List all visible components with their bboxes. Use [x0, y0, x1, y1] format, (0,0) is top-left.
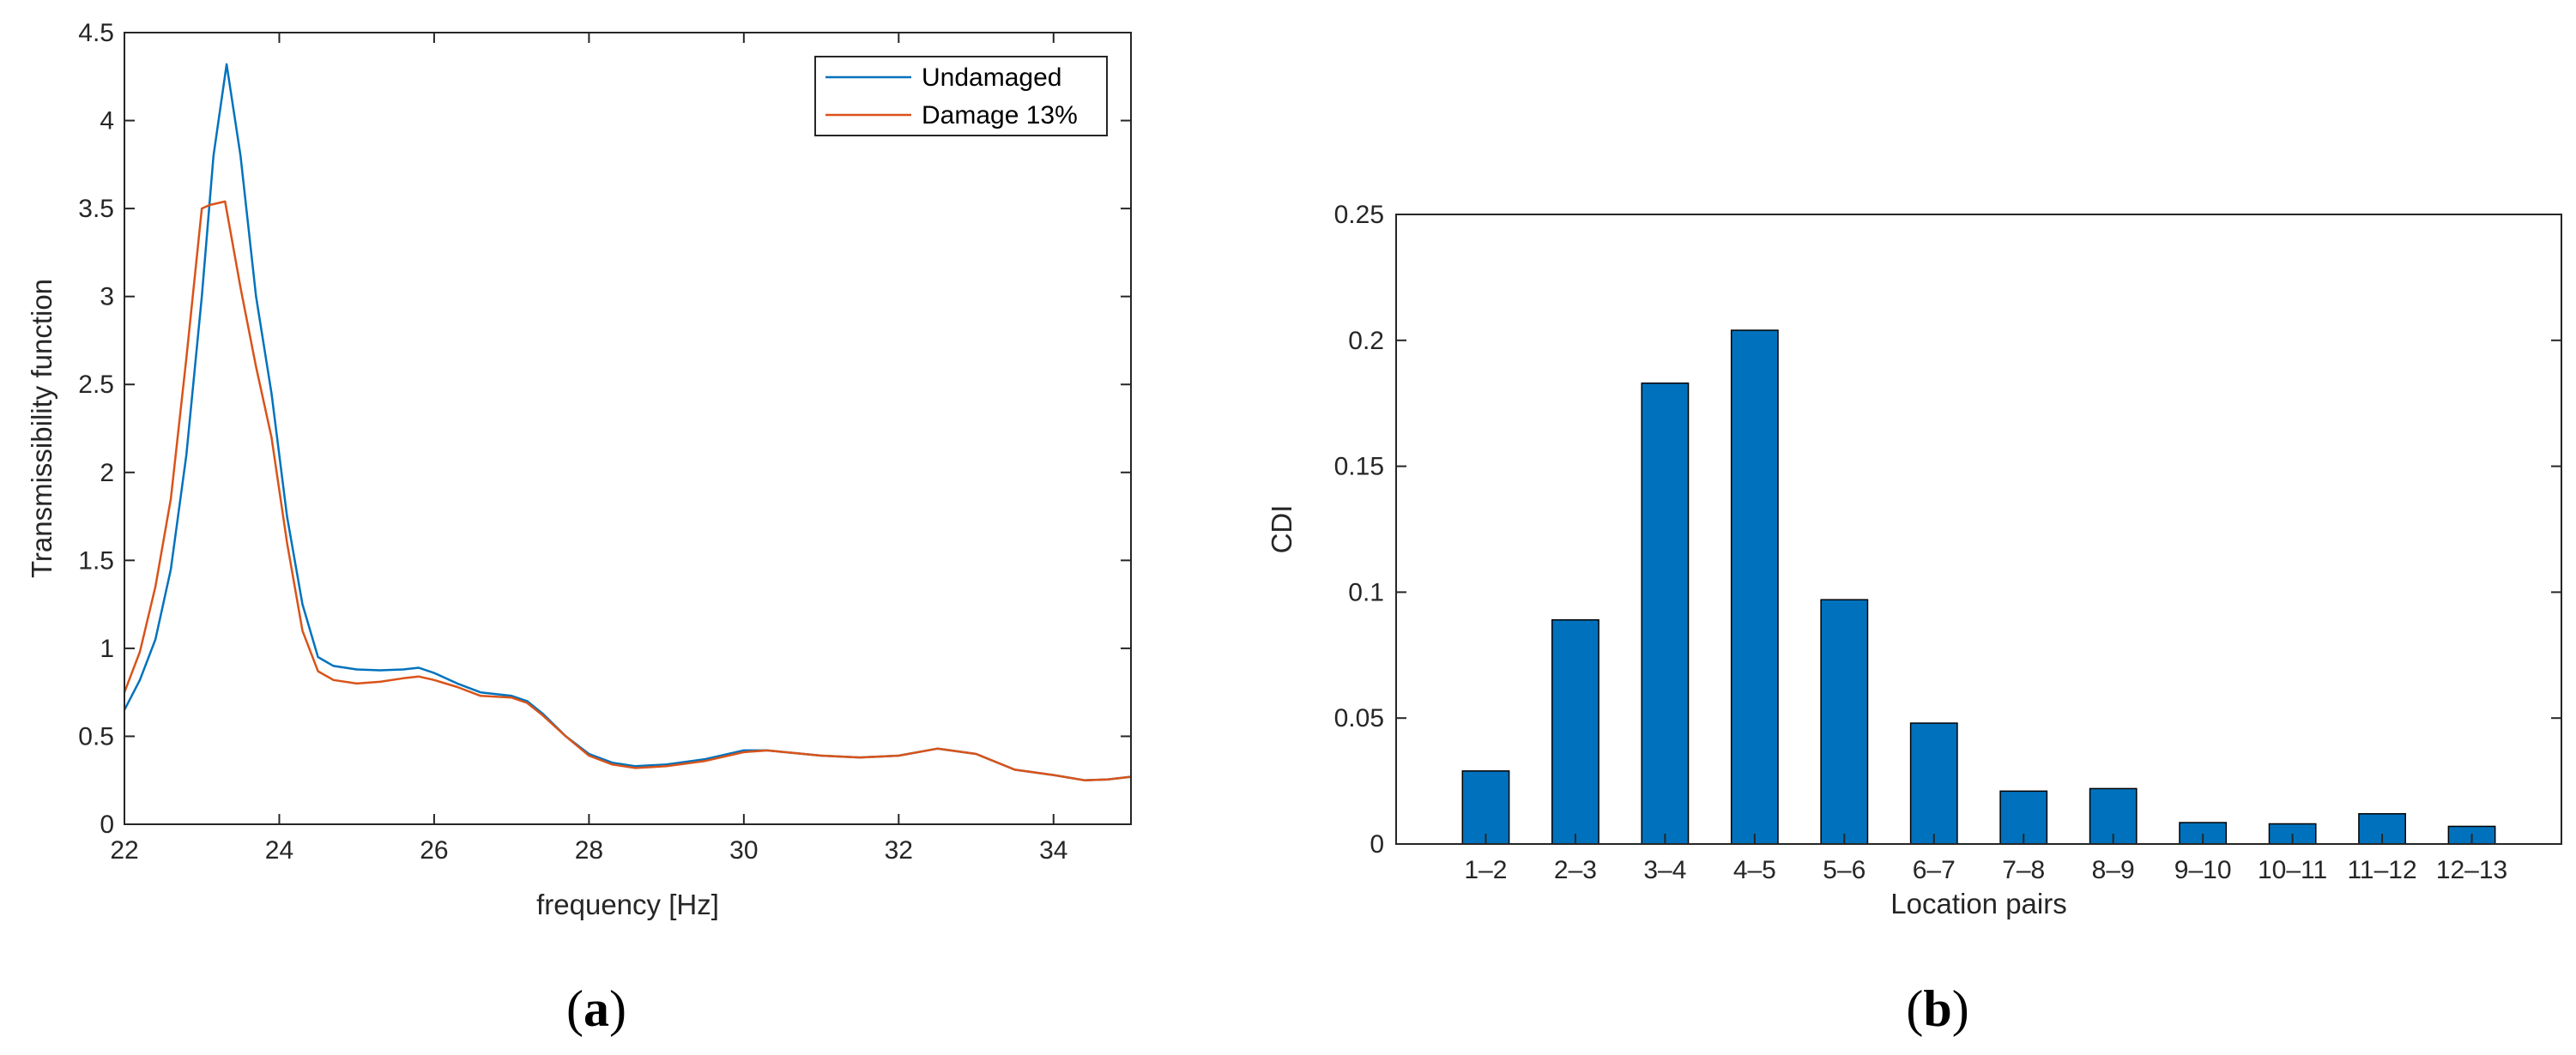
y-tick-label: 4.5 — [78, 19, 114, 47]
x-tick-label: 34 — [1039, 836, 1067, 865]
y-tick-label: 1.5 — [78, 546, 114, 575]
x-tick-label: 30 — [729, 836, 758, 865]
line-series-group — [123, 63, 1132, 781]
x-tick-label: 6–7 — [1913, 856, 1956, 884]
line-series-damage — [123, 200, 1132, 781]
x-axis-label: Location pairs — [1890, 888, 2066, 919]
y-tick-label: 0 — [1370, 830, 1384, 859]
y-tick-label: 2 — [100, 459, 114, 487]
x-tick-label: 32 — [885, 836, 913, 865]
panel-label-a: (a) — [566, 980, 626, 1037]
bar-4–5 — [1730, 329, 1779, 845]
y-tick-label: 0.5 — [78, 722, 114, 751]
panel-label-b-close: ) — [1952, 980, 1969, 1037]
bar-group — [1461, 329, 2496, 845]
legend-entry-undamaged: Undamaged — [922, 63, 1061, 92]
legend: Undamaged Damage 13% — [814, 56, 1108, 136]
y-axis-label: CDI — [1266, 505, 1297, 554]
bar-1–2 — [1461, 770, 1510, 845]
x-tick-label: 3–4 — [1643, 856, 1686, 884]
panel-label-b-open: ( — [1906, 980, 1923, 1037]
x-tick-label: 7–8 — [2002, 856, 2045, 884]
y-tick-label: 4 — [100, 107, 114, 136]
axis-ticks-group: 22 24 26 28 30 32 34 0 0.5 1 1.5 2 2.5 3 3.5 4 4.5 — [78, 19, 1131, 865]
x-tick-label: 9–10 — [2174, 856, 2232, 884]
y-tick-label: 0.05 — [1334, 704, 1384, 732]
x-tick-label: 10–11 — [2258, 856, 2327, 884]
x-tick-label: 4–5 — [1733, 856, 1776, 884]
x-tick-label: 8–9 — [2092, 856, 2135, 884]
x-tick-label: 12–13 — [2436, 856, 2507, 884]
y-tick-label: 3 — [100, 283, 114, 311]
x-tick-label: 28 — [575, 836, 603, 865]
y-tick-label: 0.1 — [1348, 578, 1384, 606]
x-tick-label: 11–12 — [2347, 856, 2416, 884]
panel-label-b-letter: b — [1923, 980, 1951, 1037]
y-tick-label: 1 — [100, 635, 114, 663]
x-tick-label: 2–3 — [1554, 856, 1597, 884]
bar-chart-cdi: 1–2 2–3 3–4 4–5 5–6 6–7 7–8 8–9 9–10 10–11 11–12 12… — [1266, 201, 2562, 919]
plot-area-frame — [1395, 214, 2562, 845]
y-tick-label: 0.2 — [1348, 327, 1384, 355]
x-tick-label: 1–2 — [1464, 856, 1507, 884]
bar-3–4 — [1641, 382, 1690, 845]
x-axis-label: frequency [Hz] — [536, 889, 719, 920]
y-axis-label: Transmissibility function — [26, 279, 57, 578]
axis-ticks-group: 1–2 2–3 3–4 4–5 5–6 6–7 7–8 8–9 9–10 10–11 11–12 12… — [1334, 201, 2561, 884]
y-tick-label: 0 — [100, 811, 114, 839]
x-tick-label: 24 — [265, 836, 293, 865]
bar-6–7 — [1909, 722, 1958, 845]
bar-5–6 — [1820, 599, 1869, 845]
legend-entry-damage: Damage 13% — [922, 101, 1078, 130]
line-chart-transmissibility: 22 24 26 28 30 32 34 0 0.5 1 1.5 2 2.5 3 3.5 4 4.5 frequ… — [26, 19, 1132, 920]
y-tick-label: 0.15 — [1334, 453, 1384, 481]
panel-label-a-close: ) — [609, 980, 626, 1037]
x-tick-label: 26 — [420, 836, 448, 865]
panel-label-a-letter: a — [584, 980, 609, 1037]
y-tick-label: 0.25 — [1334, 201, 1384, 229]
legend-box — [814, 56, 1108, 136]
x-tick-label: 5–6 — [1823, 856, 1865, 884]
panel-label-b: (b) — [1906, 980, 1968, 1037]
panel-label-a-open: ( — [566, 980, 584, 1037]
y-tick-label: 2.5 — [78, 371, 114, 399]
bar-2–3 — [1551, 618, 1599, 845]
y-tick-label: 3.5 — [78, 195, 114, 223]
plot-area-frame — [124, 32, 1132, 825]
x-tick-label: 22 — [110, 836, 138, 865]
